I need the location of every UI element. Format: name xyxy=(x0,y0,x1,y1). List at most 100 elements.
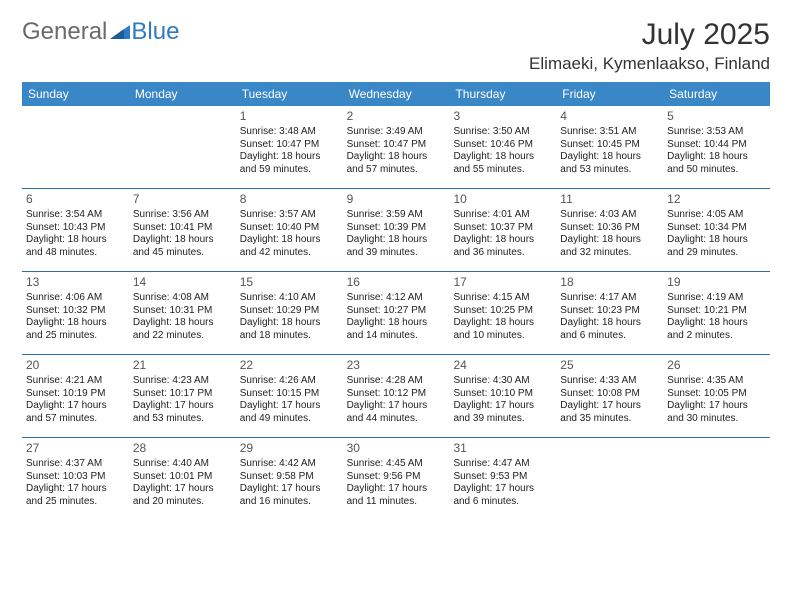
daylight-text: and 2 minutes. xyxy=(667,330,766,343)
sunset-text: Sunset: 10:40 PM xyxy=(240,222,339,235)
calendar-cell: 23Sunrise: 4:28 AMSunset: 10:12 PMDaylig… xyxy=(343,355,450,437)
sunset-text: Sunset: 10:32 PM xyxy=(26,305,125,318)
daylight-text: Daylight: 18 hours xyxy=(133,317,232,330)
calendar-cell: 8 Sunrise: 3:57 AMSunset: 10:40 PMDayligh… xyxy=(236,189,343,271)
daylight-text: and 39 minutes. xyxy=(347,247,446,260)
daylight-text: and 55 minutes. xyxy=(453,164,552,177)
day-number: 5 xyxy=(667,109,766,124)
calendar-cell: 1Sunrise: 3:48 AMSunset: 10:47 PMDayligh… xyxy=(236,106,343,188)
sunset-text: Sunset: 10:43 PM xyxy=(26,222,125,235)
daylight-text: and 6 minutes. xyxy=(560,330,659,343)
sunset-text: Sunset: 10:01 PM xyxy=(133,471,232,484)
day-number: 24 xyxy=(453,358,552,373)
daylight-text: and 14 minutes. xyxy=(347,330,446,343)
day-number: 1 xyxy=(240,109,339,124)
calendar-cell: 20Sunrise: 4:21 AMSunset: 10:19 PMDaylig… xyxy=(22,355,129,437)
sunrise-text: Sunrise: 3:56 AM xyxy=(133,209,232,222)
daylight-text: and 49 minutes. xyxy=(240,413,339,426)
sunrise-text: Sunrise: 3:59 AM xyxy=(347,209,446,222)
daylight-text: and 42 minutes. xyxy=(240,247,339,260)
sunrise-text: Sunrise: 4:05 AM xyxy=(667,209,766,222)
sunrise-text: Sunrise: 4:12 AM xyxy=(347,292,446,305)
sunset-text: Sunset: 10:36 PM xyxy=(560,222,659,235)
daylight-text: Daylight: 18 hours xyxy=(26,317,125,330)
calendar-cell: 26Sunrise: 4:35 AMSunset: 10:05 PMDaylig… xyxy=(663,355,770,437)
calendar-week: 20Sunrise: 4:21 AMSunset: 10:19 PMDaylig… xyxy=(22,355,770,438)
daylight-text: Daylight: 18 hours xyxy=(453,234,552,247)
daylight-text: Daylight: 18 hours xyxy=(347,151,446,164)
day-number: 10 xyxy=(453,192,552,207)
daylight-text: Daylight: 17 hours xyxy=(347,400,446,413)
day-number: 4 xyxy=(560,109,659,124)
sunset-text: Sunset: 10:47 PM xyxy=(347,139,446,152)
header: General Blue July 2025 Elimaeki, Kymenla… xyxy=(22,18,770,74)
sunset-text: Sunset: 10:41 PM xyxy=(133,222,232,235)
day-number: 8 xyxy=(240,192,339,207)
daylight-text: and 6 minutes. xyxy=(453,496,552,509)
daylight-text: and 36 minutes. xyxy=(453,247,552,260)
daylight-text: Daylight: 18 hours xyxy=(667,317,766,330)
day-number: 29 xyxy=(240,441,339,456)
daylight-text: and 59 minutes. xyxy=(240,164,339,177)
sunrise-text: Sunrise: 3:54 AM xyxy=(26,209,125,222)
daylight-text: and 57 minutes. xyxy=(26,413,125,426)
sunset-text: Sunset: 10:27 PM xyxy=(347,305,446,318)
daylight-text: Daylight: 18 hours xyxy=(133,234,232,247)
sunset-text: Sunset: 9:53 PM xyxy=(453,471,552,484)
daylight-text: Daylight: 18 hours xyxy=(240,151,339,164)
sunrise-text: Sunrise: 3:49 AM xyxy=(347,126,446,139)
daylight-text: Daylight: 18 hours xyxy=(453,317,552,330)
logo: General Blue xyxy=(22,18,179,46)
dayname-friday: Friday xyxy=(556,82,663,106)
daylight-text: Daylight: 18 hours xyxy=(26,234,125,247)
sunrise-text: Sunrise: 4:33 AM xyxy=(560,375,659,388)
day-number: 14 xyxy=(133,275,232,290)
sunrise-text: Sunrise: 3:50 AM xyxy=(453,126,552,139)
sunrise-text: Sunrise: 4:06 AM xyxy=(26,292,125,305)
daylight-text: and 16 minutes. xyxy=(240,496,339,509)
calendar-cell: 9Sunrise: 3:59 AMSunset: 10:39 PMDayligh… xyxy=(343,189,450,271)
calendar: Sunday Monday Tuesday Wednesday Thursday… xyxy=(22,82,770,520)
calendar-cell: 30Sunrise: 4:45 AMSunset: 9:56 PMDayligh… xyxy=(343,438,450,520)
calendar-cell: 18Sunrise: 4:17 AMSunset: 10:23 PMDaylig… xyxy=(556,272,663,354)
calendar-cell xyxy=(22,106,129,188)
day-number: 16 xyxy=(347,275,446,290)
calendar-cell: 2 Sunrise: 3:49 AMSunset: 10:47 PMDayligh… xyxy=(343,106,450,188)
daylight-text: and 35 minutes. xyxy=(560,413,659,426)
calendar-cell: 14Sunrise: 4:08 AMSunset: 10:31 PMDaylig… xyxy=(129,272,236,354)
sunrise-text: Sunrise: 4:01 AM xyxy=(453,209,552,222)
sunset-text: Sunset: 10:19 PM xyxy=(26,388,125,401)
sunrise-text: Sunrise: 4:35 AM xyxy=(667,375,766,388)
dayname-saturday: Saturday xyxy=(663,82,770,106)
daylight-text: and 30 minutes. xyxy=(667,413,766,426)
sunrise-text: Sunrise: 4:15 AM xyxy=(453,292,552,305)
daylight-text: Daylight: 17 hours xyxy=(240,483,339,496)
daylight-text: Daylight: 18 hours xyxy=(240,234,339,247)
sunrise-text: Sunrise: 4:40 AM xyxy=(133,458,232,471)
day-number: 30 xyxy=(347,441,446,456)
dayname-row: Sunday Monday Tuesday Wednesday Thursday… xyxy=(22,82,770,106)
day-number: 20 xyxy=(26,358,125,373)
daylight-text: Daylight: 17 hours xyxy=(133,483,232,496)
sunset-text: Sunset: 10:37 PM xyxy=(453,222,552,235)
sunrise-text: Sunrise: 4:10 AM xyxy=(240,292,339,305)
day-number: 7 xyxy=(133,192,232,207)
day-number: 2 xyxy=(347,109,446,124)
sunrise-text: Sunrise: 4:19 AM xyxy=(667,292,766,305)
logo-triangle-icon xyxy=(110,18,130,46)
daylight-text: Daylight: 17 hours xyxy=(453,483,552,496)
daylight-text: and 53 minutes. xyxy=(560,164,659,177)
calendar-cell: 31Sunrise: 4:47 AMSunset: 9:53 PMDayligh… xyxy=(449,438,556,520)
day-number: 28 xyxy=(133,441,232,456)
day-number: 11 xyxy=(560,192,659,207)
day-number: 6 xyxy=(26,192,125,207)
sunrise-text: Sunrise: 4:42 AM xyxy=(240,458,339,471)
daylight-text: and 11 minutes. xyxy=(347,496,446,509)
sunrise-text: Sunrise: 3:57 AM xyxy=(240,209,339,222)
daylight-text: and 48 minutes. xyxy=(26,247,125,260)
daylight-text: and 29 minutes. xyxy=(667,247,766,260)
calendar-cell: 27Sunrise: 4:37 AMSunset: 10:03 PMDaylig… xyxy=(22,438,129,520)
daylight-text: Daylight: 17 hours xyxy=(453,400,552,413)
daylight-text: and 32 minutes. xyxy=(560,247,659,260)
sunset-text: Sunset: 10:23 PM xyxy=(560,305,659,318)
